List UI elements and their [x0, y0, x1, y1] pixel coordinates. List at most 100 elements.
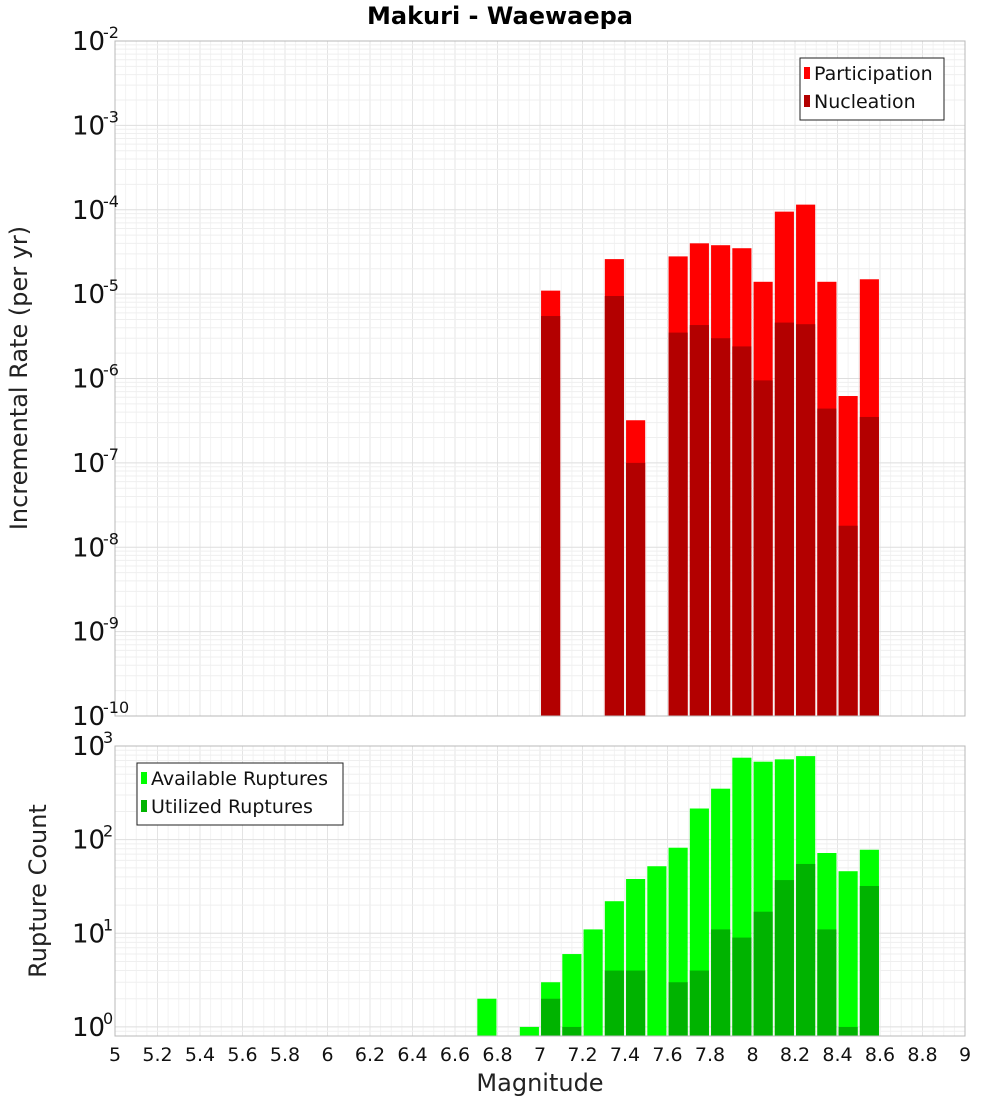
x-tick-label: 6.2: [355, 1044, 385, 1066]
y-tick-label: 10: [72, 1013, 105, 1043]
x-tick-label: 6.4: [397, 1044, 427, 1066]
x-tick-label: 8: [746, 1044, 758, 1066]
top-bar-nucleation: [838, 525, 858, 716]
x-tick-label: 8.4: [822, 1044, 852, 1066]
y-tick-label: 10: [72, 533, 105, 563]
bottom-bar-utilized-ruptures: [689, 970, 709, 1036]
bottom-bar-utilized-ruptures: [838, 1026, 858, 1036]
y-tick-label: 10: [72, 826, 105, 856]
y-tick-exponent: -8: [103, 529, 119, 548]
top-bar-nucleation: [541, 316, 561, 716]
bottom-bar-utilized-ruptures: [753, 911, 773, 1036]
y-tick-exponent: -5: [103, 276, 119, 295]
x-tick-label: 7.8: [695, 1044, 725, 1066]
top-bar-nucleation: [604, 296, 624, 716]
y-tick-exponent: -2: [103, 23, 119, 42]
y-tick-exponent: -7: [103, 445, 119, 464]
x-tick-label: 8.2: [780, 1044, 810, 1066]
top-bar-nucleation: [689, 325, 709, 716]
y-tick-label: 10: [72, 280, 105, 310]
legend-label: Available Ruptures: [151, 768, 328, 790]
top-legend: Participation Nucleation: [799, 57, 945, 121]
legend-swatch: [804, 67, 810, 79]
bottom-legend: Available Ruptures Utilized Ruptures: [136, 762, 344, 826]
y-tick-label: 10: [72, 196, 105, 226]
y-tick-label: 10: [72, 111, 105, 141]
x-tick-label: 8.8: [907, 1044, 937, 1066]
bottom-bar-available-ruptures: [838, 871, 858, 1036]
top-bars: [541, 204, 879, 717]
y-tick-exponent: 1: [103, 915, 113, 934]
bottom-bar-utilized-ruptures: [604, 970, 624, 1036]
bottom-bar-utilized-ruptures: [732, 937, 752, 1036]
y-tick-exponent: -10: [103, 698, 129, 717]
y-tick-exponent: -3: [103, 107, 119, 126]
legend-box: [799, 57, 945, 121]
bottom-bar-utilized-ruptures: [541, 998, 561, 1036]
top-bar-nucleation: [753, 380, 773, 716]
top-bar-nucleation: [626, 462, 646, 716]
y-tick-label: 10: [72, 702, 105, 732]
chart-title: Makuri - Waewaepa: [367, 2, 633, 30]
top-bar-nucleation: [774, 322, 794, 716]
bottom-bar-utilized-ruptures: [562, 1026, 582, 1036]
y-tick-label: 10: [72, 919, 105, 949]
bottom-bar-utilized-ruptures: [774, 880, 794, 1036]
x-axis-label: Magnitude: [476, 1069, 603, 1097]
bottom-bar-utilized-ruptures: [711, 929, 731, 1036]
y-tick-label: 10: [72, 365, 105, 395]
top-bar-nucleation: [668, 332, 688, 716]
x-tick-label: 6: [321, 1044, 333, 1066]
x-tick-label: 5: [109, 1044, 121, 1066]
y-tick-exponent: -9: [103, 614, 119, 633]
y-tick-exponent: -6: [103, 361, 119, 380]
x-tick-label: 7: [534, 1044, 546, 1066]
top-bar-nucleation: [711, 338, 731, 716]
bottom-bar-utilized-ruptures: [859, 885, 879, 1036]
top-plot-border: [114, 40, 966, 717]
y-tick-label: 10: [72, 618, 105, 648]
x-tick-label: 5.4: [185, 1044, 215, 1066]
y-tick-label: 10: [72, 27, 105, 57]
y-tick-label: 10: [72, 732, 105, 762]
bottom-bar-utilized-ruptures: [626, 970, 646, 1036]
bottom-bar-available-ruptures: [519, 1026, 539, 1036]
legend-label: Participation: [814, 63, 933, 85]
x-tick-label: 7.6: [652, 1044, 682, 1066]
y-tick-exponent: 0: [103, 1009, 113, 1028]
legend-swatch: [141, 772, 147, 784]
bottom-bar-available-ruptures: [562, 954, 582, 1036]
legend-swatch: [804, 95, 810, 107]
bottom-bar-available-ruptures: [647, 866, 667, 1036]
x-tick-label: 7.4: [610, 1044, 640, 1066]
bottom-bars: [477, 756, 879, 1036]
top-bar-nucleation: [859, 416, 879, 716]
bottom-bar-available-ruptures: [477, 998, 497, 1036]
x-tick-label: 6.8: [482, 1044, 512, 1066]
x-tick-label: 5.8: [270, 1044, 300, 1066]
y-tick-exponent: -4: [103, 192, 119, 211]
x-tick-label: 6.6: [440, 1044, 470, 1066]
x-ticks: 5 5.2 5.4 5.6 5.8 6 6.2 6.4 6.6 6.8 7 7.2 7.4 7.6 7.8 8…: [109, 1044, 971, 1066]
bottom-bar-utilized-ruptures: [796, 863, 816, 1036]
top-bar-nucleation: [732, 346, 752, 716]
x-tick-label: 8.6: [865, 1044, 895, 1066]
bottom-bar-utilized-ruptures: [817, 929, 837, 1036]
y-tick-label: 10: [72, 449, 105, 479]
legend-label: Nucleation: [814, 91, 916, 113]
top-grid: [114, 40, 966, 717]
legend-label: Utilized Ruptures: [151, 796, 313, 818]
x-tick-label: 9: [959, 1044, 971, 1066]
y-tick-exponent: 3: [103, 728, 113, 747]
x-tick-label: 5.2: [142, 1044, 172, 1066]
legend-swatch: [141, 800, 147, 812]
bottom-bar-available-ruptures: [583, 929, 603, 1036]
top-bar-nucleation: [817, 408, 837, 716]
top-bar-nucleation: [796, 324, 816, 716]
bottom-plot-border: [114, 745, 966, 1037]
top-y-axis-label: Incremental Rate (per yr): [5, 226, 33, 530]
